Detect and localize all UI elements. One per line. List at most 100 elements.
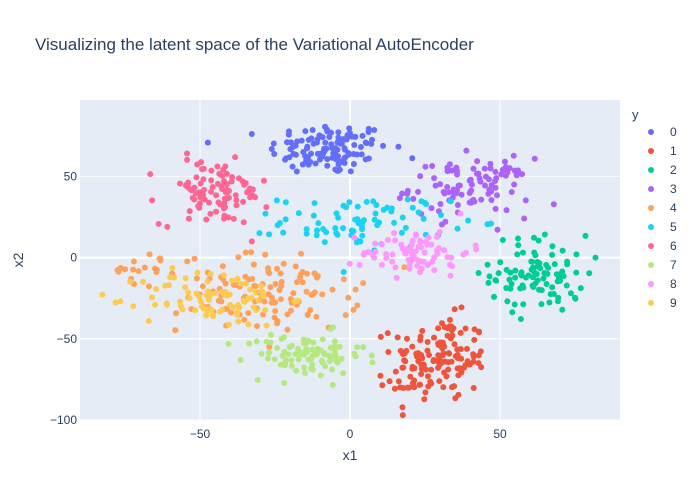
data-point-4 bbox=[401, 264, 408, 271]
data-point-4 bbox=[122, 266, 129, 273]
data-point-0 bbox=[302, 128, 309, 135]
data-point-4 bbox=[274, 318, 281, 325]
data-point-8 bbox=[414, 262, 421, 269]
data-point-8 bbox=[463, 249, 470, 256]
data-point-2 bbox=[512, 274, 519, 281]
data-point-9 bbox=[164, 301, 171, 308]
data-point-4 bbox=[314, 272, 321, 279]
data-point-3 bbox=[487, 160, 494, 167]
data-point-5 bbox=[321, 239, 328, 246]
data-point-4 bbox=[272, 299, 279, 306]
data-point-2 bbox=[520, 301, 527, 308]
data-point-1 bbox=[454, 351, 461, 358]
data-point-1 bbox=[425, 383, 432, 390]
data-point-5 bbox=[354, 203, 361, 210]
data-point-3 bbox=[428, 205, 435, 212]
data-point-4 bbox=[297, 274, 304, 281]
data-point-0 bbox=[294, 138, 301, 145]
data-point-0 bbox=[409, 155, 416, 162]
data-point-1 bbox=[437, 339, 444, 346]
data-point-4 bbox=[199, 283, 206, 290]
data-point-1 bbox=[446, 323, 453, 330]
data-point-6 bbox=[194, 161, 201, 168]
data-point-4 bbox=[265, 291, 272, 298]
data-point-1 bbox=[391, 385, 398, 392]
legend-label-1: 1 bbox=[670, 144, 677, 158]
data-point-8 bbox=[392, 264, 399, 271]
data-point-5 bbox=[418, 198, 425, 205]
data-point-1 bbox=[384, 330, 391, 337]
data-point-1 bbox=[470, 384, 477, 391]
data-point-1 bbox=[475, 329, 482, 336]
data-point-9 bbox=[127, 278, 134, 285]
data-point-6 bbox=[233, 197, 240, 204]
legend-label-5: 5 bbox=[670, 220, 677, 234]
data-point-1 bbox=[443, 373, 450, 380]
data-point-8 bbox=[436, 228, 443, 235]
data-point-1 bbox=[424, 347, 431, 354]
data-point-5 bbox=[415, 209, 422, 216]
data-point-6 bbox=[187, 186, 194, 193]
data-point-2 bbox=[495, 270, 502, 277]
data-point-2 bbox=[484, 261, 491, 268]
data-point-9 bbox=[194, 269, 201, 276]
data-point-3 bbox=[513, 172, 520, 179]
data-point-4 bbox=[293, 279, 300, 286]
data-point-3 bbox=[504, 169, 511, 176]
data-point-2 bbox=[546, 299, 553, 306]
data-point-3 bbox=[503, 207, 510, 214]
data-point-5 bbox=[447, 198, 454, 205]
data-point-2 bbox=[586, 270, 593, 277]
data-point-0 bbox=[345, 151, 352, 158]
data-point-6 bbox=[200, 176, 207, 183]
data-point-6 bbox=[218, 183, 225, 190]
data-point-5 bbox=[388, 208, 395, 215]
data-point-0 bbox=[293, 168, 300, 175]
data-point-9 bbox=[186, 295, 193, 302]
data-point-2 bbox=[555, 294, 562, 301]
data-point-9 bbox=[185, 289, 192, 296]
data-point-4 bbox=[249, 275, 256, 282]
data-point-1 bbox=[471, 326, 478, 333]
data-point-8 bbox=[356, 261, 363, 268]
data-point-0 bbox=[317, 150, 324, 157]
data-point-7 bbox=[360, 344, 367, 351]
data-point-9 bbox=[182, 275, 189, 282]
data-point-7 bbox=[279, 352, 286, 359]
data-point-5 bbox=[340, 268, 347, 275]
data-point-1 bbox=[435, 352, 442, 359]
data-point-2 bbox=[491, 293, 498, 300]
data-point-2 bbox=[558, 270, 565, 277]
data-point-8 bbox=[448, 254, 455, 261]
data-point-3 bbox=[511, 181, 518, 188]
data-point-1 bbox=[446, 350, 453, 357]
data-point-7 bbox=[317, 347, 324, 354]
data-point-7 bbox=[274, 344, 281, 351]
data-point-4 bbox=[352, 286, 359, 293]
data-point-2 bbox=[530, 234, 537, 241]
data-point-6 bbox=[155, 220, 162, 227]
data-point-2 bbox=[497, 259, 504, 266]
legend-marker-1 bbox=[648, 148, 654, 154]
data-point-1 bbox=[407, 373, 414, 380]
data-point-3 bbox=[468, 187, 475, 194]
data-point-9 bbox=[252, 289, 259, 296]
data-point-8 bbox=[446, 261, 453, 268]
data-point-7 bbox=[293, 367, 300, 374]
data-point-1 bbox=[399, 412, 406, 419]
legend-marker-7 bbox=[648, 262, 654, 268]
legend-marker-0 bbox=[648, 129, 654, 135]
data-point-8 bbox=[417, 237, 424, 244]
data-point-7 bbox=[288, 362, 295, 369]
data-point-7 bbox=[354, 344, 361, 351]
data-point-6 bbox=[263, 204, 270, 211]
data-point-1 bbox=[404, 384, 411, 391]
data-point-0 bbox=[363, 140, 370, 147]
data-point-4 bbox=[254, 323, 261, 330]
data-point-6 bbox=[216, 170, 223, 177]
data-point-1 bbox=[418, 370, 425, 377]
data-point-3 bbox=[399, 190, 406, 197]
data-point-7 bbox=[237, 356, 244, 363]
data-point-3 bbox=[478, 196, 485, 203]
data-point-4 bbox=[248, 249, 255, 256]
